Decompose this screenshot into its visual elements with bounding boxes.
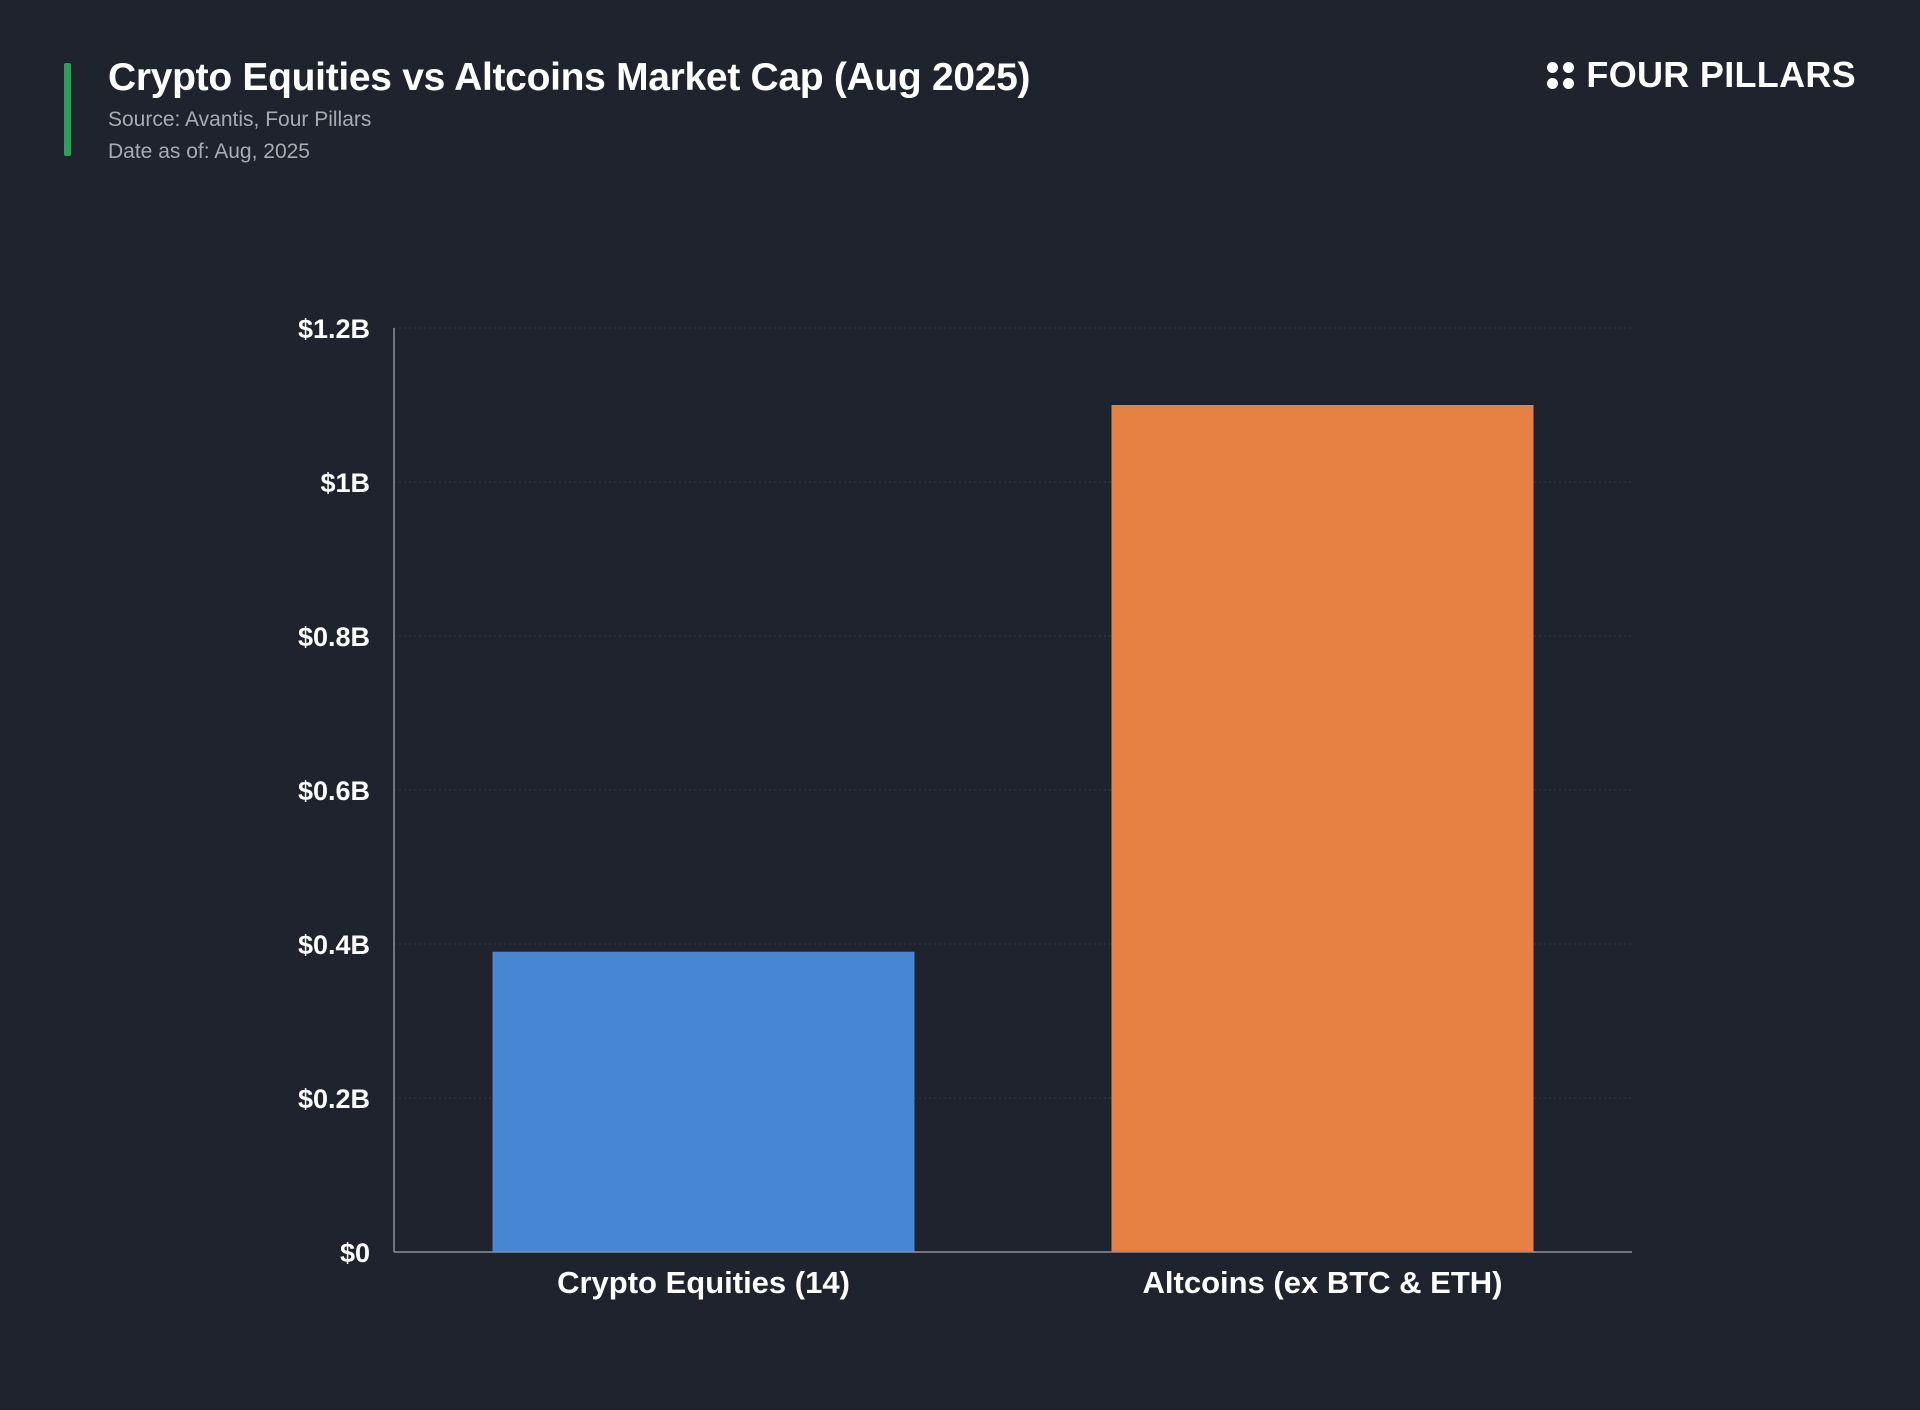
source-note: Source: Avantis, Four Pillars — [108, 108, 372, 131]
bar-altcoins — [1111, 405, 1534, 1252]
x-category-label: Crypto Equities (14) — [557, 1265, 850, 1300]
x-axis-category-labels: Crypto Equities (14) Altcoins (ex BTC & E… — [557, 1265, 1502, 1300]
axes — [393, 328, 1632, 1253]
chart-title: Crypto Equities vs Altcoins Market Cap (… — [108, 56, 1031, 99]
bar-crypto-equities — [492, 951, 915, 1252]
y-tick-label: $1B — [320, 468, 370, 498]
title-accent-bar — [64, 63, 71, 156]
brand-logo-text: FOUR PILLARS — [1586, 54, 1856, 95]
chart-header: Crypto Equities vs Altcoins Market Cap (… — [108, 52, 1031, 168]
y-tick-label: $0.2B — [298, 1084, 370, 1114]
brand-logo: FOUR PILLARS — [1547, 54, 1856, 96]
x-category-label: Altcoins (ex BTC & ETH) — [1143, 1265, 1503, 1300]
date-note: Date as of: Aug, 2025 — [108, 140, 310, 163]
y-tick-label: $1.2B — [298, 314, 370, 344]
bars — [492, 405, 1534, 1252]
four-dots-icon — [1547, 61, 1575, 89]
y-tick-label: $0.6B — [298, 776, 370, 806]
y-tick-label: $0.4B — [298, 930, 370, 960]
y-axis-tick-labels: $0 $0.2B $0.4B $0.6B $0.8B $1B $1.2B — [298, 314, 370, 1268]
y-tick-label: $0.8B — [298, 622, 370, 652]
y-tick-label: $0 — [340, 1238, 370, 1268]
